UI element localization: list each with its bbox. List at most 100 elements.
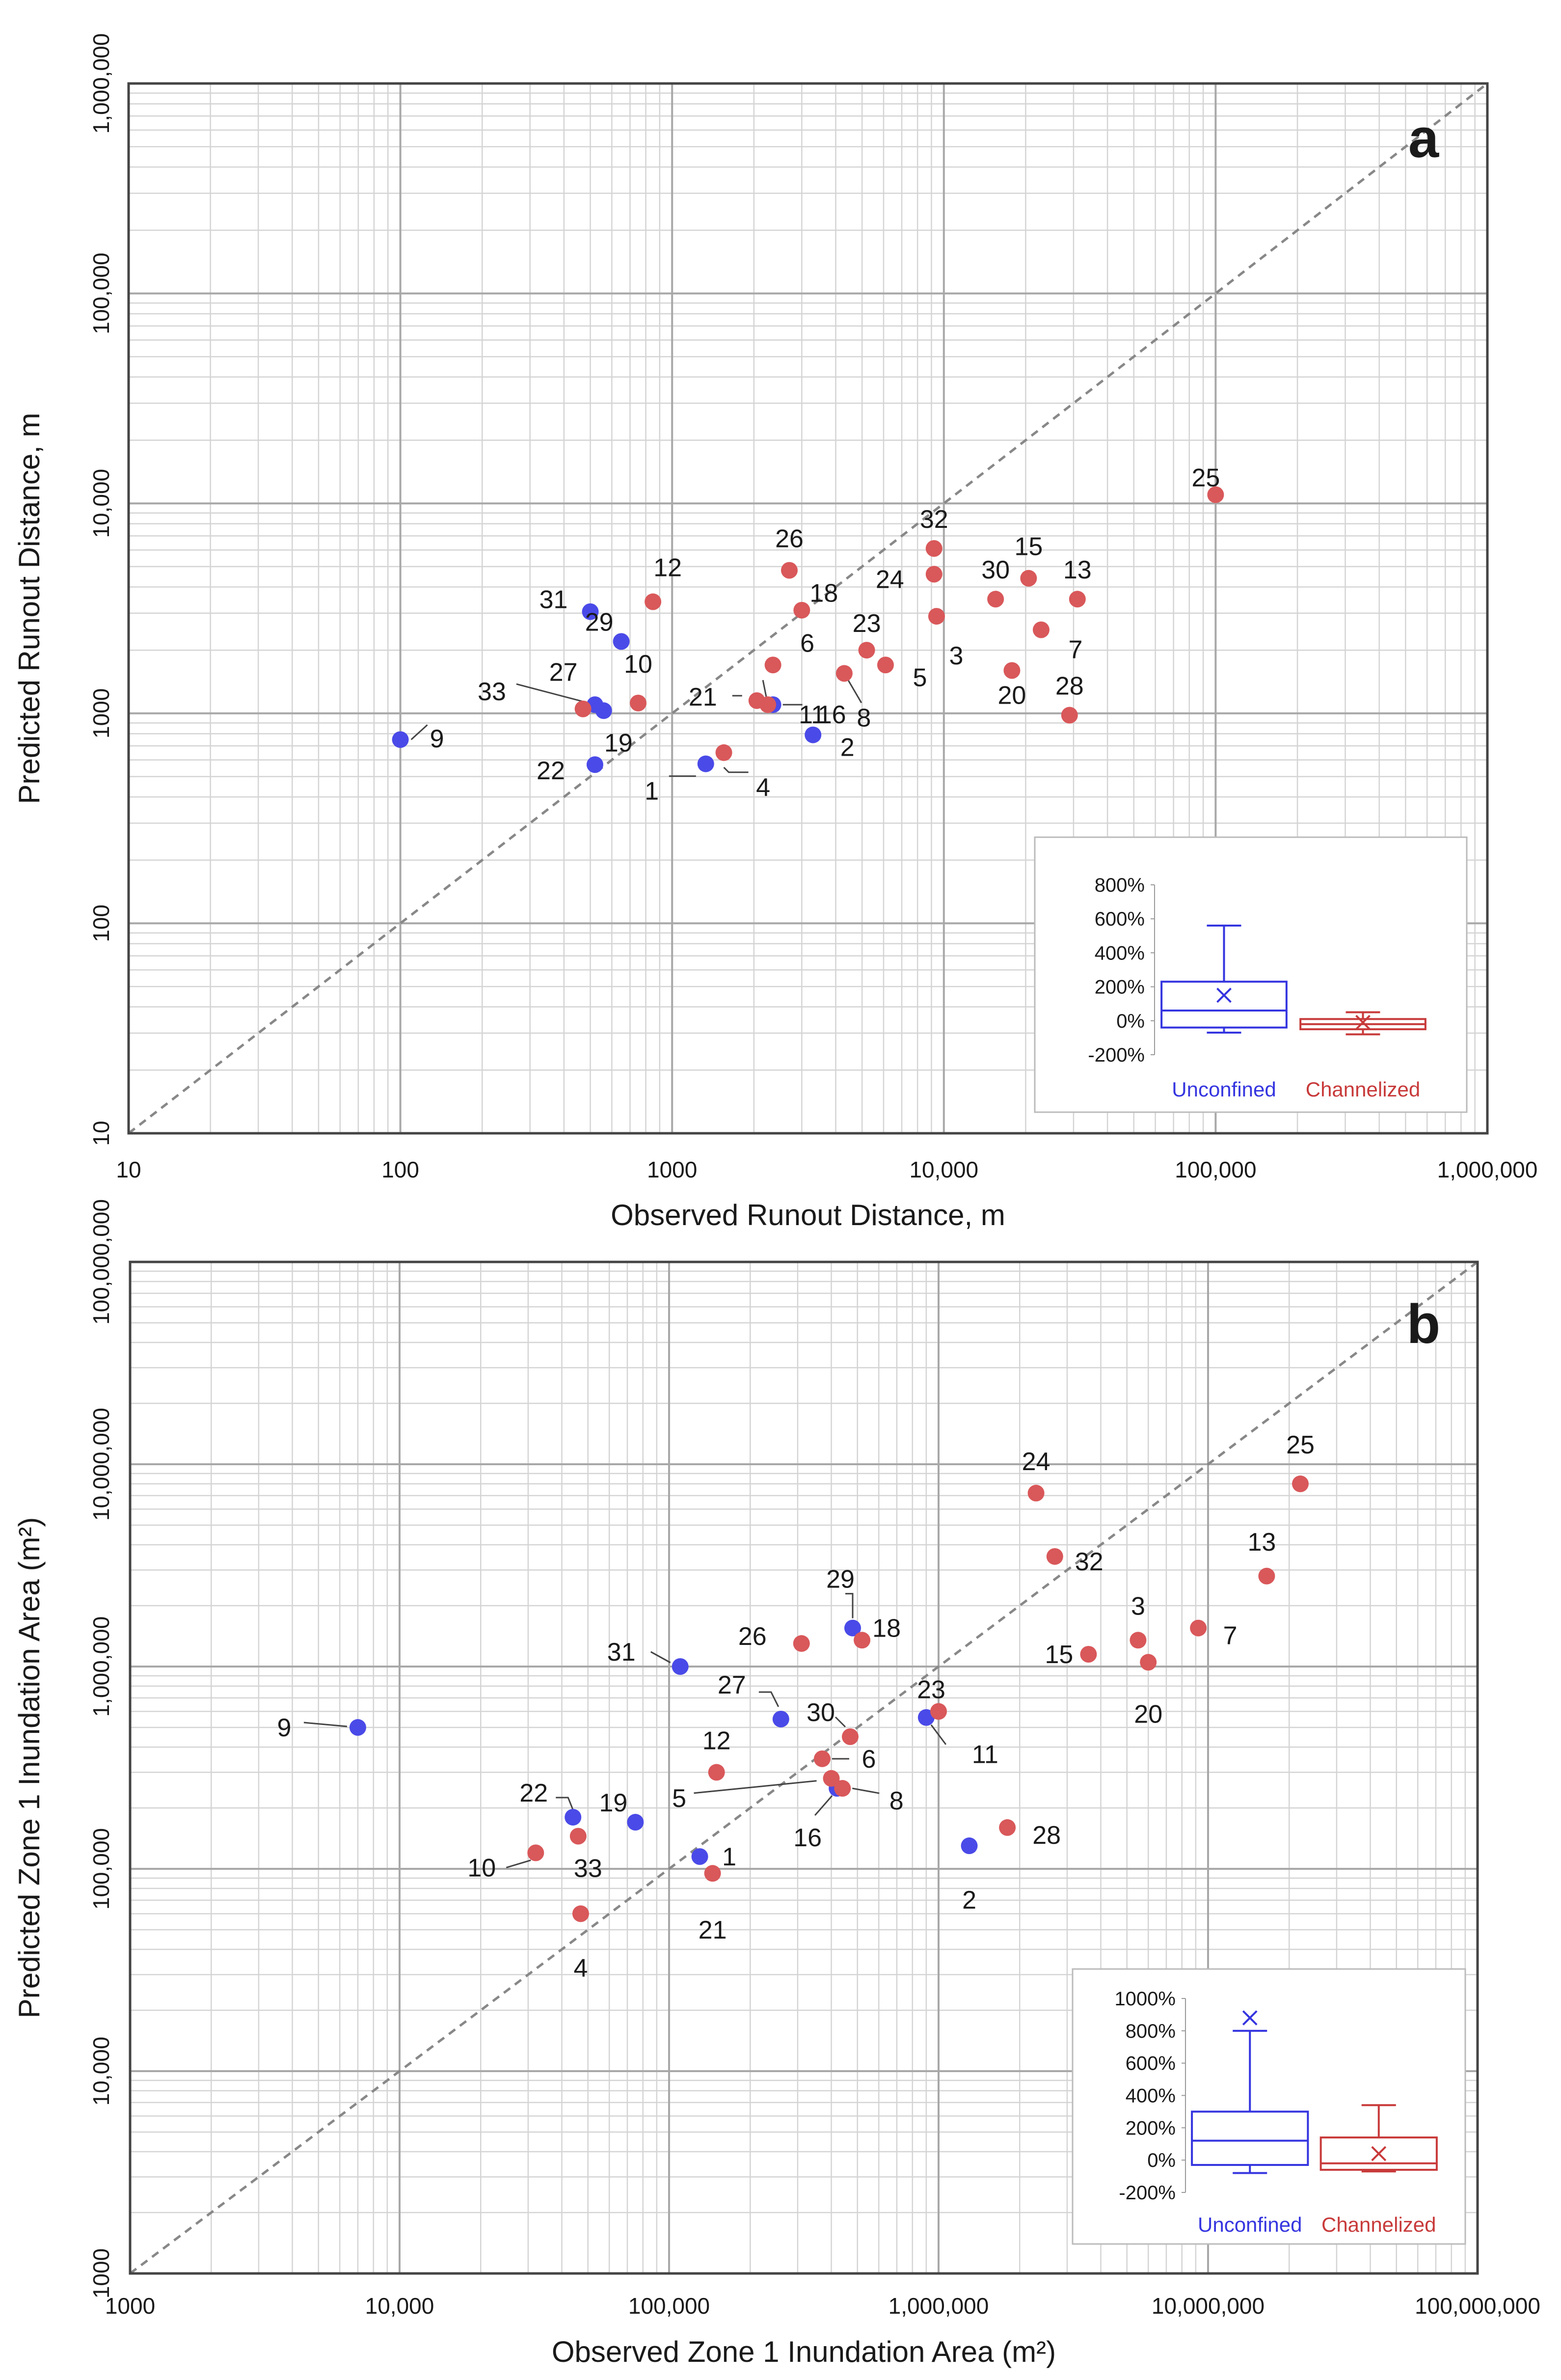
data-point — [349, 1719, 366, 1736]
y-tick-label: 100 — [88, 904, 114, 942]
y-tick-label: 100,000 — [88, 1828, 114, 1910]
leader-line — [758, 1691, 780, 1707]
series-unconfined: 9 31 27 22 19 1 29 16 11 2 — [277, 1565, 998, 1915]
point-label: 26 — [738, 1622, 767, 1651]
inset-frame — [1034, 836, 1468, 1113]
y-tick-label: 100,000,000 — [88, 1199, 114, 1325]
point-label: 20 — [1134, 1700, 1162, 1728]
point-label: 32 — [920, 505, 948, 534]
data-point — [572, 1905, 589, 1922]
inset-y-tick-label: 400% — [1126, 2085, 1176, 2107]
inset-y-tick-label: 800% — [1095, 875, 1145, 896]
data-point — [1190, 1619, 1207, 1637]
data-point — [1003, 662, 1021, 679]
panel-a: 10 100 1000 10,000 100,000 1,000,000 10 100 1000… — [13, 33, 1537, 1231]
point-label: 33 — [574, 1855, 602, 1883]
point-label: 9 — [277, 1714, 291, 1742]
box-channelized: Channelized — [1319, 2104, 1438, 2236]
point-label: 7 — [1223, 1622, 1238, 1650]
point-label: 33 — [478, 678, 506, 706]
data-point — [715, 744, 732, 761]
inset-boxplot: 1000% 800% 600% 400% 200% 0% -200% Unconfined Ch… — [1072, 1968, 1466, 2245]
point-label: 10 — [467, 1854, 496, 1882]
inset-y-tick-label: 600% — [1095, 908, 1145, 930]
point-label: 1 — [645, 777, 659, 806]
data-point — [834, 1780, 851, 1797]
x-tick-label: 10 — [116, 1157, 141, 1182]
y-tick-label: 10,000 — [88, 2037, 114, 2106]
point-label: 28 — [1032, 1821, 1061, 1850]
point-label: 16 — [793, 1824, 822, 1852]
y-tick-label: 1,000,000 — [88, 33, 114, 134]
data-point — [858, 642, 875, 659]
point-label: 18 — [872, 1614, 901, 1642]
data-point — [586, 756, 603, 773]
y-tick-label: 1000 — [88, 2248, 114, 2298]
data-point — [1140, 1654, 1157, 1671]
box-channelized: Channelized — [1299, 1011, 1426, 1101]
point-label: 22 — [537, 757, 565, 785]
point-label: 4 — [574, 1954, 588, 1982]
inset-y-tick-label: -200% — [1088, 1044, 1145, 1066]
mean-marker — [1355, 1014, 1371, 1030]
y-tick-label: 10,000,000 — [88, 1408, 114, 1521]
point-label: 23 — [917, 1675, 945, 1704]
point-label: 20 — [998, 682, 1026, 710]
panel-letter: a — [1408, 108, 1439, 169]
point-label: 19 — [599, 1789, 627, 1817]
inset-y-tick-label: 1000% — [1114, 1988, 1176, 2010]
data-point — [582, 603, 599, 620]
mean-marker — [1242, 2010, 1258, 2025]
data-point — [627, 1814, 644, 1831]
data-point — [987, 591, 1004, 608]
point-label: 3 — [1131, 1592, 1145, 1620]
data-point — [772, 1710, 789, 1727]
plot-frame — [129, 1260, 1479, 2275]
data-point — [1020, 570, 1037, 587]
point-label: 2 — [840, 734, 855, 762]
data-point — [672, 1658, 689, 1675]
point-label: 30 — [807, 1698, 835, 1727]
leader-line — [930, 1724, 947, 1745]
inset-y-tick-label: 200% — [1095, 977, 1145, 998]
data-point — [630, 694, 647, 711]
x-tick-label: 100,000 — [1175, 1157, 1256, 1182]
data-point — [844, 1619, 861, 1637]
data-point — [793, 1635, 810, 1652]
data-point — [748, 692, 765, 709]
point-label: 21 — [699, 1916, 727, 1944]
inset-y-tick-label: -200% — [1119, 2182, 1176, 2204]
data-point — [793, 602, 810, 619]
box-unconfined: Unconfined — [1191, 2010, 1309, 2236]
point-label: 6 — [861, 1745, 876, 1774]
inset-group-label: Channelized — [1306, 1078, 1421, 1101]
data-point — [1046, 1548, 1063, 1565]
data-point — [691, 1848, 708, 1865]
point-label: 32 — [1075, 1548, 1103, 1576]
data-point — [877, 657, 894, 674]
point-label: 8 — [857, 704, 871, 732]
leader-line — [834, 1716, 846, 1727]
point-label: 13 — [1063, 556, 1092, 584]
leader-line — [410, 724, 428, 740]
data-point — [841, 1728, 859, 1745]
point-label: 24 — [876, 565, 904, 594]
inset-y-tick-label: 0% — [1116, 1011, 1145, 1032]
point-label: 12 — [653, 554, 682, 582]
point-label: 6 — [800, 629, 814, 657]
data-point — [925, 540, 942, 557]
data-point — [999, 1819, 1016, 1836]
point-label: 15 — [1045, 1641, 1073, 1669]
data-point — [928, 608, 945, 625]
box-unconfined: Unconfined — [1160, 925, 1288, 1101]
data-point — [805, 726, 822, 743]
inset-group-label: Channelized — [1321, 2213, 1436, 2236]
y-tick-label: 10 — [88, 1121, 114, 1146]
inset-group-label: Unconfined — [1172, 1078, 1276, 1101]
leader-line — [694, 1780, 817, 1794]
data-point — [781, 562, 798, 579]
point-label: 11 — [799, 701, 825, 729]
